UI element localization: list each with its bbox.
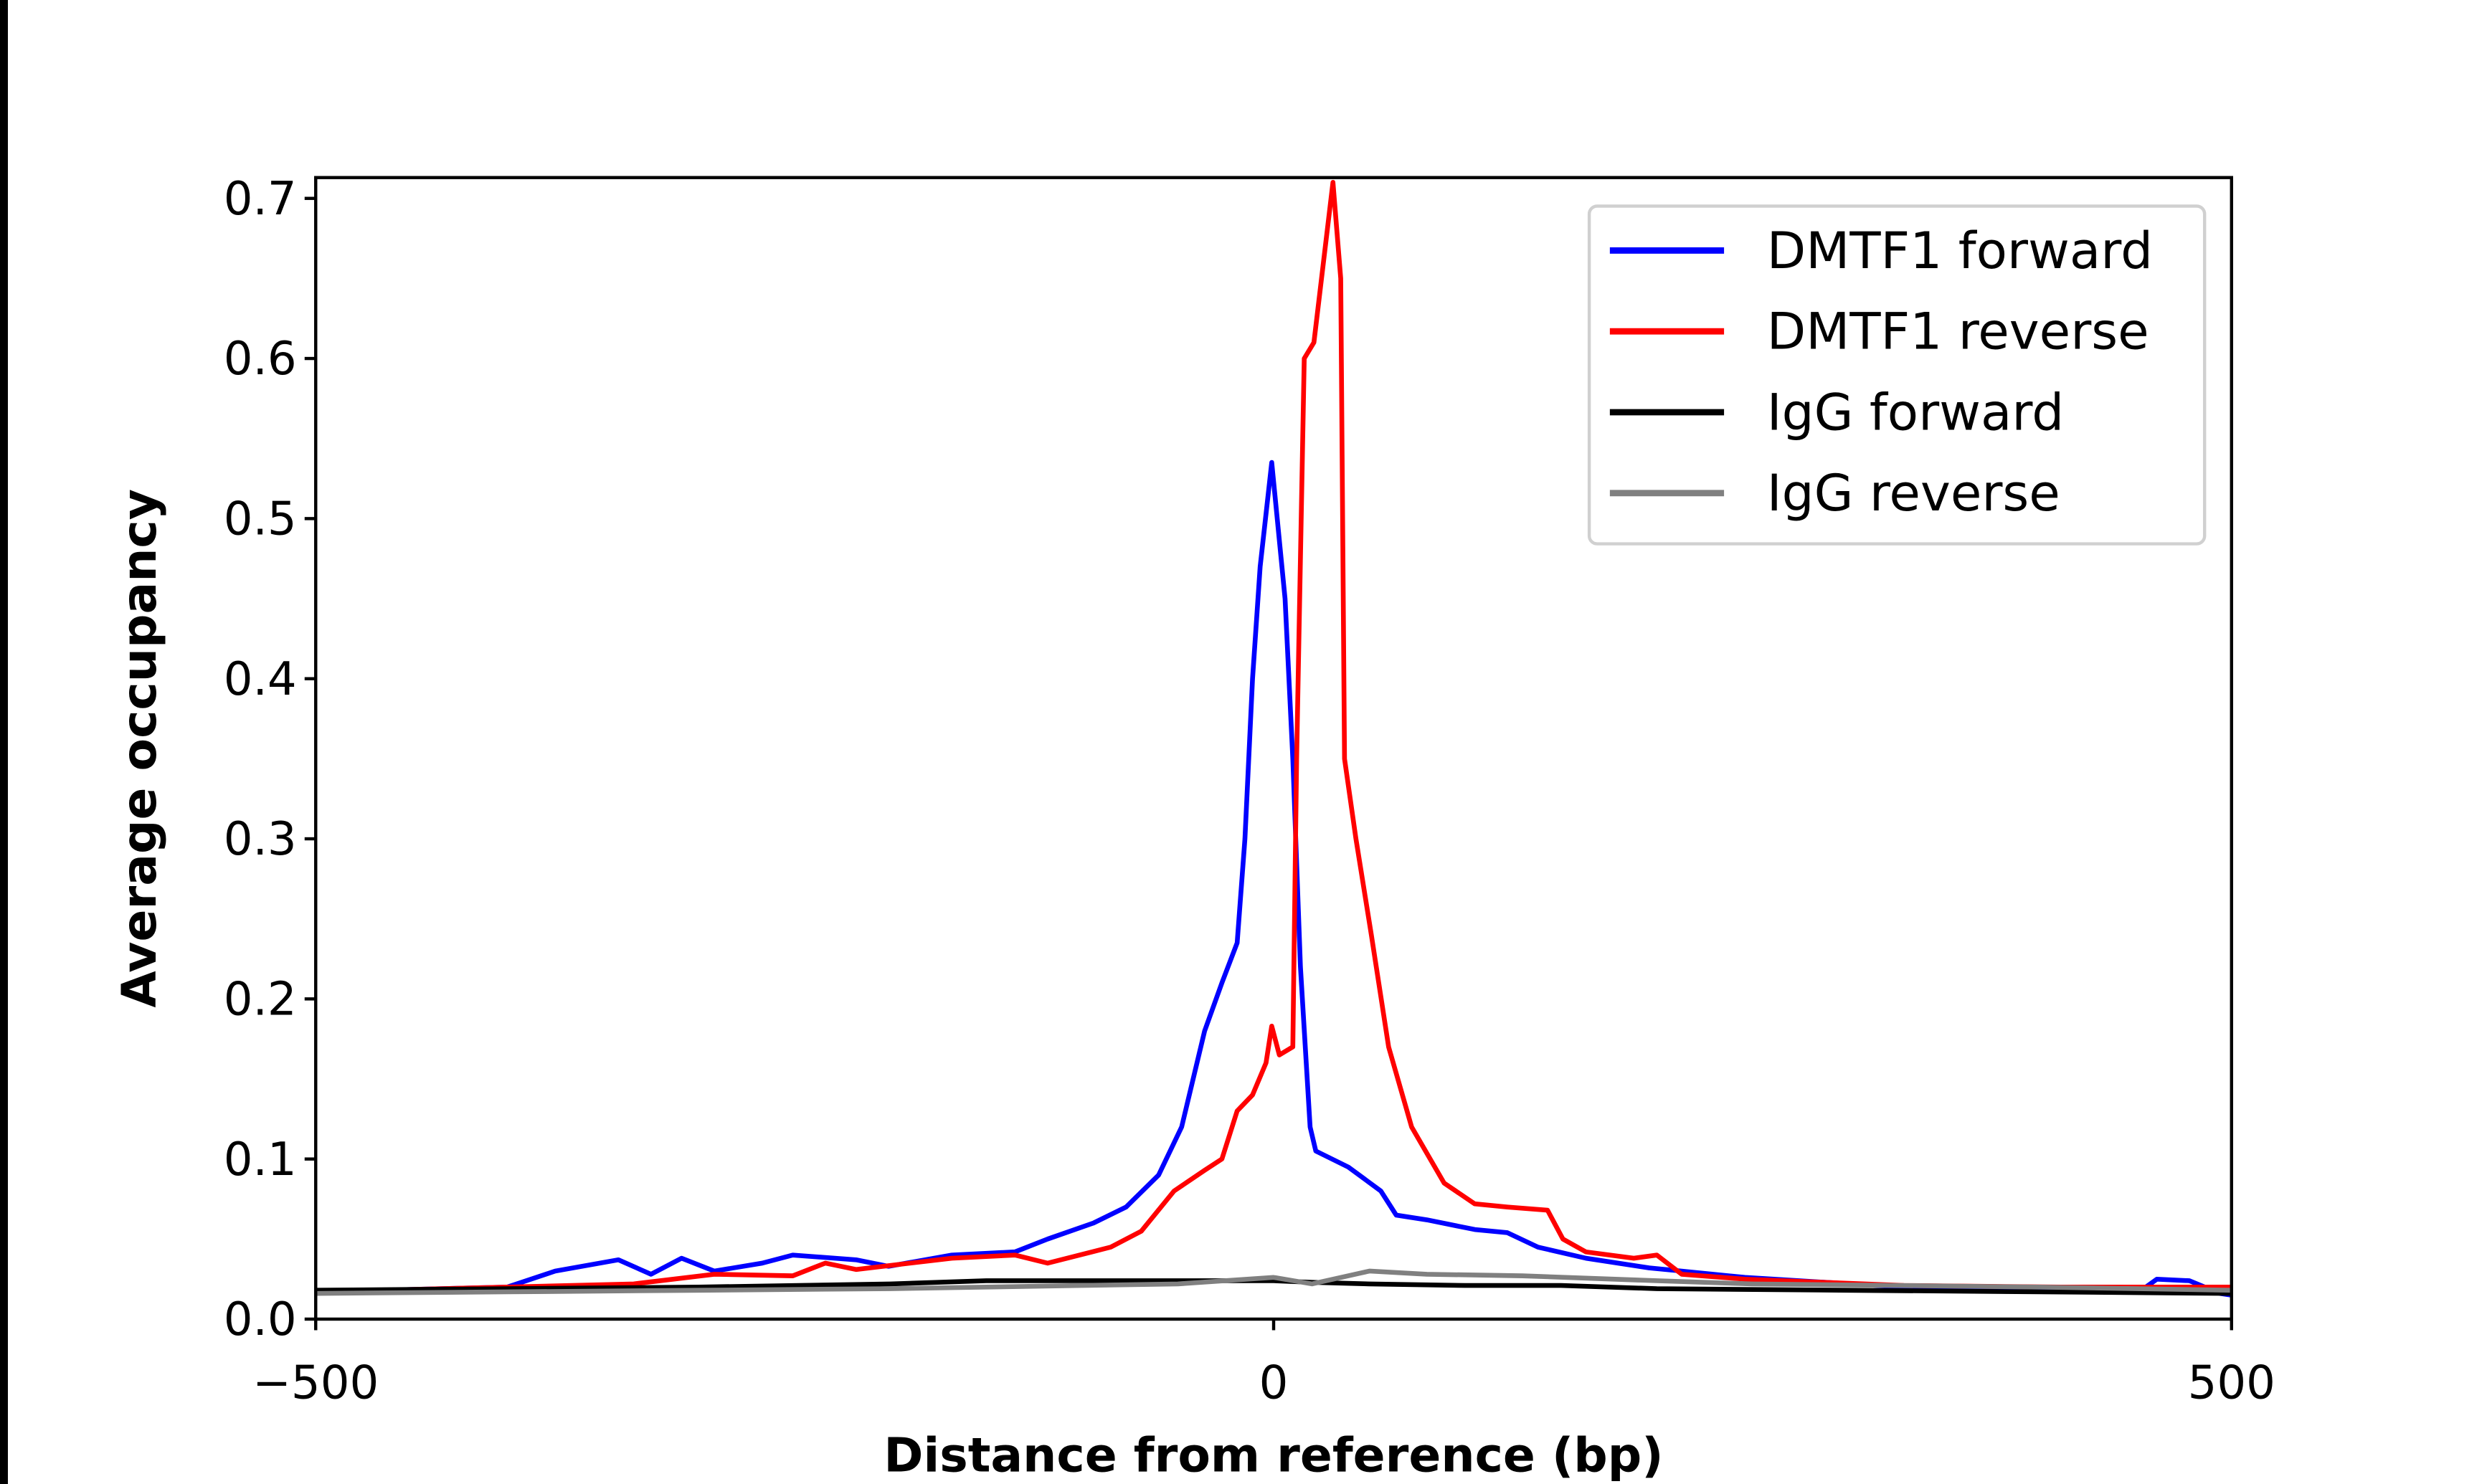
legend-label: DMTF1 reverse	[1767, 302, 2149, 361]
series-lines	[316, 180, 2232, 1298]
y-tick-label: 0.3	[224, 812, 297, 866]
series-line-dmtf1-reverse	[316, 180, 2232, 1295]
legend-label: DMTF1 forward	[1767, 221, 2153, 280]
y-tick-label: 0.4	[224, 652, 297, 706]
y-tick-label: 0.5	[224, 492, 297, 546]
y-axis-label: Average occupancy	[111, 489, 167, 1008]
y-tick-label: 0.2	[224, 972, 297, 1026]
legend-label: IgG reverse	[1767, 463, 2060, 523]
left-border	[0, 0, 8, 1484]
y-tick-label: 0.1	[224, 1133, 297, 1186]
x-axis: −500 0 500	[252, 1319, 2275, 1410]
legend-label: IgG forward	[1767, 382, 2064, 442]
x-tick-label: 500	[2188, 1356, 2275, 1410]
x-axis-label: Distance from reference (bp)	[884, 1427, 1663, 1483]
x-tick-label: 0	[1259, 1356, 1289, 1410]
series-line-igg-reverse	[316, 1268, 2232, 1296]
y-tick-label: 0.7	[224, 172, 297, 226]
x-tick-label: −500	[252, 1356, 379, 1410]
legend-box	[1587, 204, 2207, 546]
y-tick-label: 0.0	[224, 1293, 297, 1346]
y-tick-label: 0.6	[224, 332, 297, 386]
series-line-dmtf1-forward	[316, 460, 2232, 1298]
y-axis: 0.0 0.1 0.2 0.3 0.4 0.5 0.6 0.7	[224, 172, 316, 1346]
legend: DMTF1 forward DMTF1 reverse IgG forward IgG…	[1587, 204, 2207, 546]
